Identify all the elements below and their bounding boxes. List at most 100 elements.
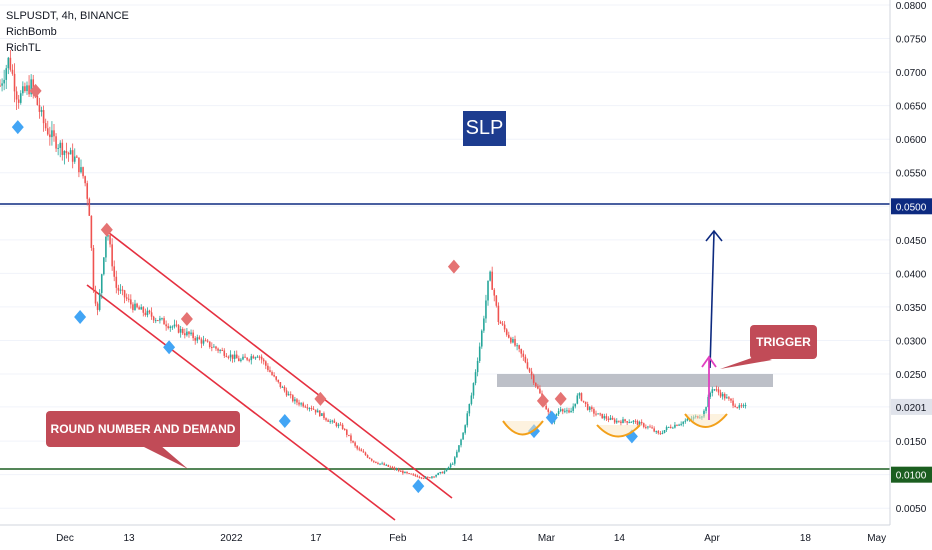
candle-body [634, 420, 637, 422]
candle-body [705, 407, 707, 411]
candle-body [740, 405, 743, 407]
candle-body [601, 413, 604, 419]
candle-body [576, 395, 579, 404]
channel-upper-line [103, 228, 453, 499]
candle-body [399, 470, 402, 472]
candle-body [103, 257, 105, 275]
candle-body [287, 394, 290, 396]
candle-body [651, 427, 653, 429]
candle-body [111, 244, 113, 267]
candle-body [480, 330, 483, 347]
candle-body [308, 407, 311, 409]
candle-body [186, 331, 188, 336]
candle-body [181, 328, 184, 334]
sell-signal-marker [536, 393, 549, 408]
candle-body [539, 388, 541, 394]
trigger-label: TRIGGER [750, 325, 817, 359]
candle-body [260, 356, 263, 360]
candle-body [501, 323, 504, 325]
candle-body [285, 390, 288, 396]
candle-body [674, 424, 676, 428]
candle-body [59, 142, 62, 148]
time-tick-label: Dec [56, 533, 74, 544]
candle-body [312, 408, 315, 410]
candle-body [36, 95, 39, 106]
candle-body [7, 57, 10, 69]
indicator-richbomb[interactable]: RichBomb [6, 26, 57, 38]
candle-body [11, 69, 14, 74]
candle-body [219, 350, 221, 352]
candle-body [22, 86, 24, 94]
candle-body [107, 235, 109, 237]
candle-body [416, 475, 419, 478]
candle-body [192, 332, 194, 339]
candle-body [564, 410, 566, 412]
candle-body [734, 405, 736, 408]
sell-signal-marker [180, 312, 193, 327]
candle-body [221, 350, 224, 352]
candle-body [167, 326, 170, 328]
candle-body [588, 407, 591, 410]
candle-body [578, 393, 581, 396]
candle-body [13, 73, 16, 92]
candle-body [86, 183, 89, 199]
candle-body [302, 403, 304, 407]
price-axis-background [890, 0, 932, 525]
candle-body [404, 471, 406, 474]
buy-signal-marker [163, 340, 176, 355]
candle-body [456, 451, 458, 458]
candle-body [582, 400, 585, 402]
price-tick-label: 0.0600 [896, 135, 927, 146]
candle-body [208, 341, 211, 348]
candle-body [713, 389, 716, 391]
time-tick-label: 2022 [220, 533, 243, 544]
candle-body [346, 429, 348, 435]
candle-body [742, 405, 745, 407]
candle-body [730, 398, 732, 401]
candle-body [49, 134, 51, 138]
symbol-title: SLPUSDT, 4h, BINANCE [6, 10, 129, 22]
candle-body [136, 303, 138, 308]
price-tick-label: 0.0800 [896, 1, 927, 12]
candle-body [711, 389, 714, 393]
candle-body [202, 340, 205, 344]
price-tick-label: 0.0400 [896, 269, 927, 280]
candle-body [283, 386, 286, 391]
candle-body [360, 449, 363, 452]
time-tick-label: 14 [462, 533, 474, 544]
demand-callout-pointer [140, 445, 188, 469]
candle-body [545, 405, 547, 410]
candle-body [248, 359, 250, 361]
candle-body [410, 473, 412, 475]
candle-body [483, 318, 485, 331]
candle-body [159, 318, 161, 321]
candle-body [76, 156, 78, 158]
candle-body [335, 422, 338, 427]
candle-body [200, 339, 203, 344]
candle-body [132, 304, 134, 310]
time-axis-ticks: Dec 13 2022 17 Feb 14 Mar 14 Apr 18 May [56, 533, 886, 544]
sell-signal-marker [554, 391, 567, 406]
bowl-curve-1 [502, 420, 544, 436]
candle-body [163, 318, 165, 325]
candle-body [420, 477, 423, 479]
candle-body [736, 407, 739, 409]
candle-body [715, 389, 718, 391]
price-tick-label: 0.0650 [896, 102, 927, 113]
candle-body [171, 326, 174, 328]
candle-body [362, 451, 365, 453]
candle-body [381, 463, 383, 465]
candle-body [680, 423, 682, 425]
candle-body [71, 150, 74, 162]
candle-body [254, 357, 257, 359]
candle-body [30, 79, 32, 95]
indicator-richtl[interactable]: RichTL [6, 42, 41, 54]
candle-body [373, 460, 375, 462]
candle-body [94, 290, 97, 304]
candle-body [267, 365, 269, 371]
candle-body [358, 448, 361, 450]
bowl-curve-2 [596, 424, 641, 438]
candle-body [424, 476, 427, 479]
candle-body [572, 406, 574, 411]
